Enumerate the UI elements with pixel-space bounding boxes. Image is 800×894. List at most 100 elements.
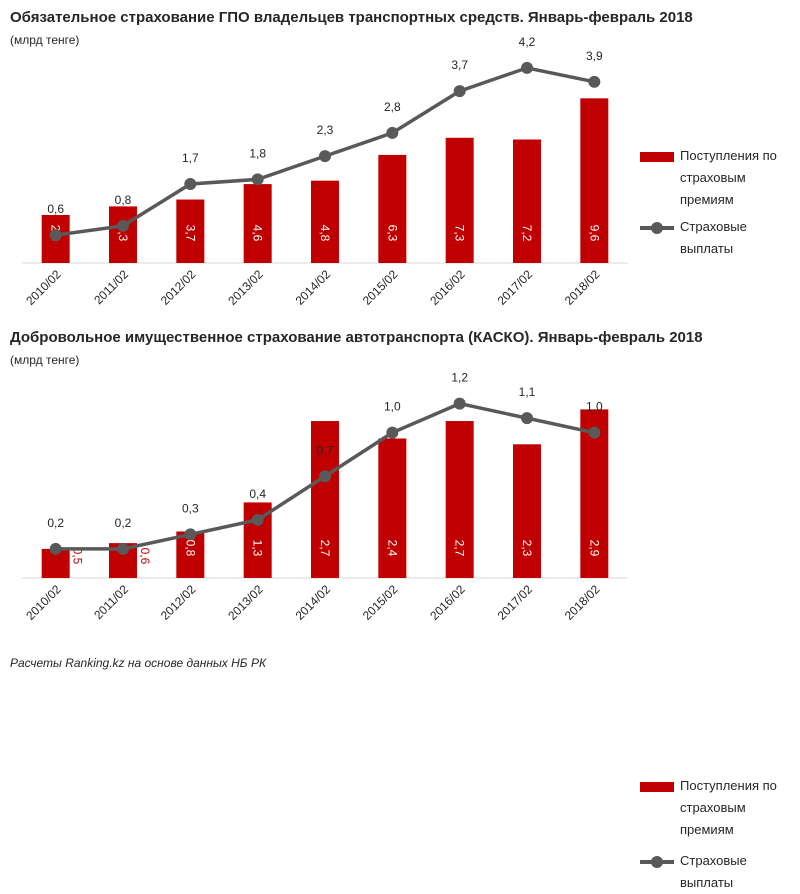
line-marker bbox=[117, 219, 129, 232]
line-value-label: 3,9 bbox=[586, 49, 603, 63]
bar bbox=[445, 137, 474, 263]
legend-label: Поступления по страховым премиям bbox=[680, 148, 777, 207]
bar bbox=[445, 421, 474, 578]
bar-value-label: 4,6 bbox=[251, 225, 265, 242]
bar bbox=[311, 180, 339, 263]
bar-value-label: 2,4 bbox=[385, 540, 399, 557]
legend-swatch bbox=[640, 782, 674, 792]
x-tick-label: 2016/02 bbox=[427, 267, 468, 308]
line-value-label: 0,8 bbox=[115, 193, 132, 207]
x-tick-label: 2014/02 bbox=[293, 267, 334, 308]
chart-title: Добровольное имущественное страхование а… bbox=[10, 329, 703, 346]
line-marker bbox=[184, 528, 197, 541]
bar-value-label: 0,6 bbox=[138, 548, 152, 565]
x-tick-label: 2013/02 bbox=[225, 267, 266, 308]
legend-label: Поступления по страховым премиям bbox=[680, 778, 777, 837]
line-marker bbox=[521, 61, 533, 74]
bar-value-label: 4,8 bbox=[318, 225, 332, 242]
x-tick-label: 2010/02 bbox=[23, 267, 64, 308]
x-tick-label: 2017/02 bbox=[495, 267, 536, 308]
chart: Добровольное имущественное страхование а… bbox=[10, 329, 703, 623]
bar-value-label: 6,3 bbox=[385, 225, 399, 242]
bar bbox=[109, 206, 137, 263]
line-marker bbox=[521, 412, 533, 425]
line-marker bbox=[588, 426, 601, 439]
legend-label: Страховые выплаты bbox=[680, 853, 747, 890]
bar-value-label: 7,3 bbox=[453, 225, 467, 242]
line-marker bbox=[588, 75, 601, 88]
line-value-label: 0,2 bbox=[115, 516, 132, 530]
line-value-label: 4,2 bbox=[519, 35, 536, 49]
line-value-label: 1,2 bbox=[451, 371, 468, 385]
chart: Обязательное страхование ГПО владельцев … bbox=[10, 9, 693, 308]
bar-value-label: 2,7 bbox=[453, 540, 467, 557]
chart-panel: Обязательное страхование ГПО владельцев … bbox=[0, 0, 800, 320]
chart-title: Обязательное страхование ГПО владельцев … bbox=[10, 9, 693, 26]
line-value-label: 2,8 bbox=[384, 100, 401, 114]
line-value-label: 1,1 bbox=[519, 385, 536, 399]
line-marker bbox=[453, 397, 466, 410]
line-marker bbox=[49, 542, 62, 555]
x-tick-label: 2013/02 bbox=[225, 582, 266, 623]
bar-value-label: 2,3 bbox=[520, 540, 534, 557]
line-marker bbox=[251, 173, 264, 186]
x-tick-label: 2012/02 bbox=[158, 267, 199, 308]
bar-value-label: 7,2 bbox=[520, 225, 534, 242]
line-value-label: 0,6 bbox=[47, 202, 64, 216]
line-marker bbox=[386, 426, 399, 439]
bar-value-label: 9,6 bbox=[587, 225, 601, 242]
line-marker bbox=[49, 229, 62, 242]
line-value-label: 3,7 bbox=[451, 58, 468, 72]
line-marker bbox=[453, 85, 466, 98]
line-value-label: 1,7 bbox=[182, 151, 199, 165]
line-value-label: 2,3 bbox=[317, 123, 334, 137]
chart-subtitle: (млрд тенге) bbox=[10, 353, 79, 367]
line-value-label: 1,0 bbox=[586, 400, 603, 414]
line-value-label: 1,8 bbox=[249, 146, 266, 160]
x-tick-label: 2017/02 bbox=[495, 582, 536, 623]
chart-panel: Добровольное имущественное страхование а… bbox=[0, 320, 800, 890]
bar-value-label: 0,8 bbox=[183, 540, 197, 557]
bar bbox=[311, 421, 339, 578]
x-tick-label: 2012/02 bbox=[158, 582, 199, 623]
x-tick-label: 2018/02 bbox=[562, 582, 603, 623]
x-tick-label: 2010/02 bbox=[23, 582, 64, 623]
legend-label: Страховые выплаты bbox=[680, 219, 747, 256]
x-tick-label: 2018/02 bbox=[562, 267, 603, 308]
line-value-label: 0,7 bbox=[317, 443, 334, 457]
chart-subtitle: (млрд тенге) bbox=[10, 33, 79, 47]
line-value-label: 0,2 bbox=[47, 516, 64, 530]
legend-swatch bbox=[640, 152, 674, 162]
bar-value-label: 2,7 bbox=[318, 540, 332, 557]
line-marker bbox=[184, 178, 197, 191]
bar bbox=[378, 438, 407, 578]
x-tick-label: 2016/02 bbox=[427, 582, 468, 623]
x-tick-label: 2015/02 bbox=[360, 582, 401, 623]
line-marker bbox=[386, 126, 399, 139]
legend-item: Страховые выплаты bbox=[640, 850, 790, 894]
legend-item: Поступления по страховым премиям bbox=[640, 775, 790, 841]
x-tick-label: 2011/02 bbox=[91, 582, 131, 622]
x-tick-label: 2011/02 bbox=[91, 267, 131, 307]
legend-swatch bbox=[640, 856, 674, 868]
line-marker bbox=[319, 150, 331, 163]
bar bbox=[176, 199, 205, 263]
bar-value-label: 2,9 bbox=[587, 540, 601, 557]
footer: Расчеты Ranking.kz на основе данных НБ Р… bbox=[10, 656, 267, 670]
legend-item: Страховые выплаты bbox=[640, 216, 790, 260]
line-value-label: 1,0 bbox=[384, 400, 401, 414]
line-marker bbox=[251, 513, 264, 526]
bar-value-label: 3,7 bbox=[183, 225, 197, 242]
line-marker bbox=[319, 470, 331, 483]
line-marker bbox=[117, 542, 129, 555]
legend-item: Поступления по страховым премиям bbox=[640, 145, 790, 211]
line-value-label: 0,3 bbox=[182, 501, 199, 515]
x-tick-label: 2014/02 bbox=[293, 582, 334, 623]
bar bbox=[580, 98, 609, 263]
bar-value-label: 0,5 bbox=[71, 548, 85, 565]
legend-swatch bbox=[640, 222, 674, 234]
bar bbox=[243, 184, 272, 263]
bar bbox=[513, 444, 541, 578]
bar bbox=[513, 139, 541, 263]
